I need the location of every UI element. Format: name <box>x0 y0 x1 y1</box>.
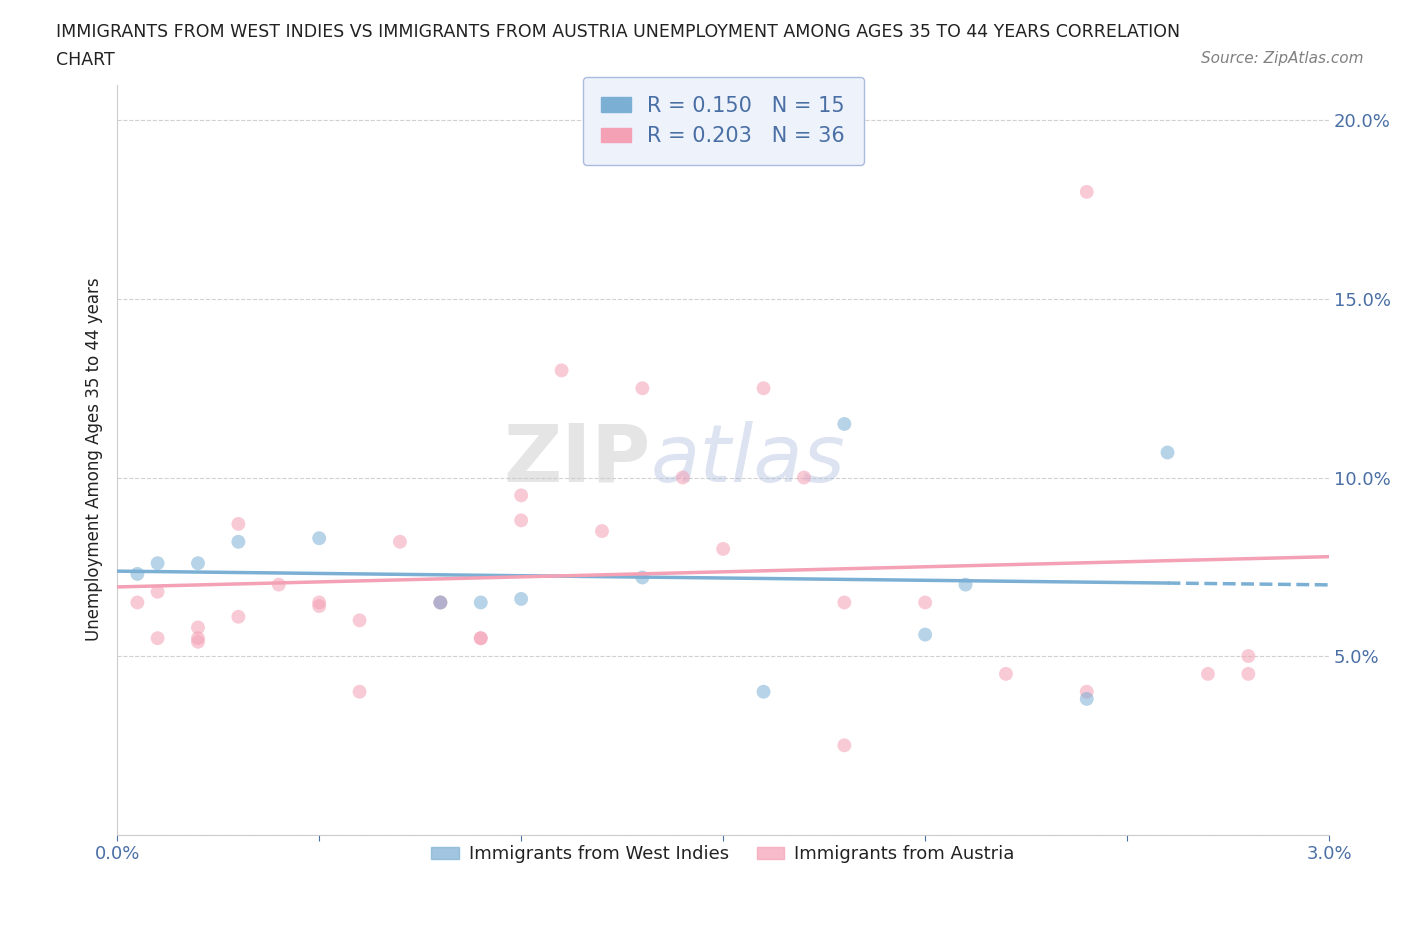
Text: IMMIGRANTS FROM WEST INDIES VS IMMIGRANTS FROM AUSTRIA UNEMPLOYMENT AMONG AGES 3: IMMIGRANTS FROM WEST INDIES VS IMMIGRANT… <box>56 23 1181 41</box>
Point <box>228 609 250 624</box>
Text: atlas: atlas <box>651 420 845 498</box>
Point <box>550 363 572 378</box>
Point <box>1237 667 1260 682</box>
Y-axis label: Unemployment Among Ages 35 to 44 years: Unemployment Among Ages 35 to 44 years <box>86 278 103 642</box>
Point <box>127 595 149 610</box>
Point <box>1076 184 1098 199</box>
Point <box>672 470 695 485</box>
Point <box>308 531 330 546</box>
Point <box>127 566 149 581</box>
Point <box>228 535 250 550</box>
Point <box>793 470 815 485</box>
Text: Source: ZipAtlas.com: Source: ZipAtlas.com <box>1201 51 1364 66</box>
Point <box>267 578 290 592</box>
Point <box>470 631 492 645</box>
Point <box>429 595 451 610</box>
Point <box>834 737 856 752</box>
Point <box>752 380 775 395</box>
Point <box>187 634 209 649</box>
Point <box>994 667 1017 682</box>
Point <box>470 631 492 645</box>
Point <box>228 516 250 531</box>
Point <box>388 535 411 550</box>
Point <box>1076 691 1098 706</box>
Point <box>187 620 209 635</box>
Text: ZIP: ZIP <box>503 420 651 498</box>
Point <box>470 595 492 610</box>
Point <box>914 595 936 610</box>
Point <box>308 599 330 614</box>
Point <box>1156 445 1178 460</box>
Text: CHART: CHART <box>56 51 115 69</box>
Point <box>834 595 856 610</box>
Point <box>349 684 371 699</box>
Point <box>146 556 169 571</box>
Point <box>591 524 613 538</box>
Point <box>429 595 451 610</box>
Point <box>834 417 856 432</box>
Point <box>631 380 654 395</box>
Point <box>1237 648 1260 663</box>
Point <box>510 591 533 606</box>
Point <box>955 578 977 592</box>
Point <box>308 595 330 610</box>
Point <box>1076 684 1098 699</box>
Point <box>429 595 451 610</box>
Point <box>752 684 775 699</box>
Point <box>146 584 169 599</box>
Point <box>510 488 533 503</box>
Point <box>146 631 169 645</box>
Point <box>914 627 936 642</box>
Point <box>510 513 533 528</box>
Point <box>349 613 371 628</box>
Point <box>711 541 734 556</box>
Point <box>187 631 209 645</box>
Point <box>631 570 654 585</box>
Point <box>1197 667 1219 682</box>
Legend: Immigrants from West Indies, Immigrants from Austria: Immigrants from West Indies, Immigrants … <box>425 838 1022 870</box>
Point <box>187 556 209 571</box>
